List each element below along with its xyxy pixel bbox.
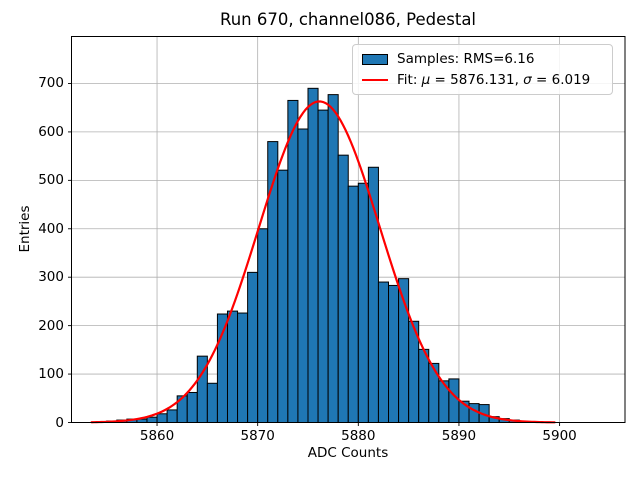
fit-label-prefix: Fit: [397, 72, 422, 89]
histogram-bar [186, 391, 198, 423]
histogram-swatch [362, 53, 388, 65]
legend: Samples: RMS=6.16 Fit: μ = 5876.131, σ =… [352, 44, 613, 96]
histogram-bar [277, 169, 289, 423]
histogram-bar [377, 281, 390, 423]
mu-symbol: μ [421, 72, 431, 89]
histogram-bar [287, 99, 299, 423]
plot-frame [71, 36, 626, 423]
chart-title: Run 670, channel086, Pedestal [219, 10, 477, 29]
histogram-bar [247, 271, 259, 423]
histogram-bar [206, 382, 218, 423]
y-axis-label: Entries [17, 205, 33, 253]
histogram-bar [317, 109, 329, 423]
histogram-bar [257, 228, 269, 423]
x-axis-label: ADC Counts [307, 445, 389, 461]
histogram-bar [146, 416, 158, 423]
legend-item-samples: Samples: RMS=6.16 [362, 50, 603, 68]
fit-label: Fit: μ = 5876.131, σ = 6.019 [397, 71, 590, 89]
samples-label: Samples: RMS=6.16 [397, 51, 535, 67]
histogram-bar [388, 284, 400, 423]
sigma-symbol: σ [523, 72, 532, 89]
fit-line-swatch [362, 79, 388, 82]
histogram-bar [347, 185, 359, 423]
histogram-bar [418, 348, 430, 423]
histogram-bar [226, 310, 239, 423]
histogram-bar [307, 87, 319, 423]
mu-value: = 5876.131, [430, 72, 524, 89]
histogram-bar [357, 182, 369, 423]
histogram-bar [237, 312, 249, 424]
legend-item-fit: Fit: μ = 5876.131, σ = 6.019 [362, 71, 603, 89]
fit-curve [90, 100, 556, 424]
histogram-bar [448, 378, 460, 423]
histogram-bar [327, 94, 339, 423]
histogram-bar [297, 128, 309, 423]
sigma-value: = 6.019 [531, 72, 591, 89]
histogram-bar [166, 409, 178, 423]
histogram-bar [156, 413, 168, 424]
histogram-bar [216, 313, 228, 424]
histogram-bar [337, 154, 349, 423]
